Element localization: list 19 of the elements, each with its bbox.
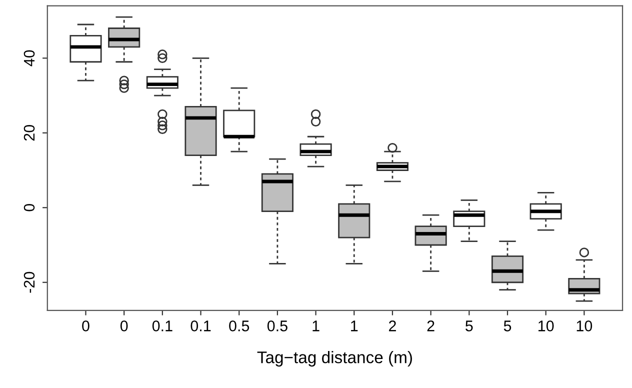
- y-tick-label: 20: [24, 124, 35, 141]
- x-tick-label: 10: [538, 320, 554, 332]
- x-tick-label: 0: [120, 320, 128, 332]
- x-axis-title: Tag−tag distance (m): [257, 351, 412, 367]
- x-tick-label: 0.1: [190, 320, 211, 332]
- x-tick-label: 1: [312, 320, 320, 332]
- y-tick-label: 40: [24, 50, 35, 66]
- y-tick-label: -20: [24, 272, 35, 293]
- x-tick-label: 0.5: [229, 320, 250, 332]
- x-tick-label: 5: [466, 320, 473, 332]
- x-tick-label: 2: [427, 320, 434, 332]
- x-tick-label: 0: [82, 320, 90, 332]
- x-tick-label: 5: [504, 320, 512, 332]
- x-tick-label: 0.1: [152, 320, 172, 332]
- x-tick-label: 2: [388, 320, 396, 332]
- x-tick-label: 0.5: [267, 320, 288, 332]
- x-tick-label: 10: [576, 320, 592, 332]
- x-tick-label: 1: [351, 320, 358, 332]
- y-tick-label: 0: [24, 204, 35, 212]
